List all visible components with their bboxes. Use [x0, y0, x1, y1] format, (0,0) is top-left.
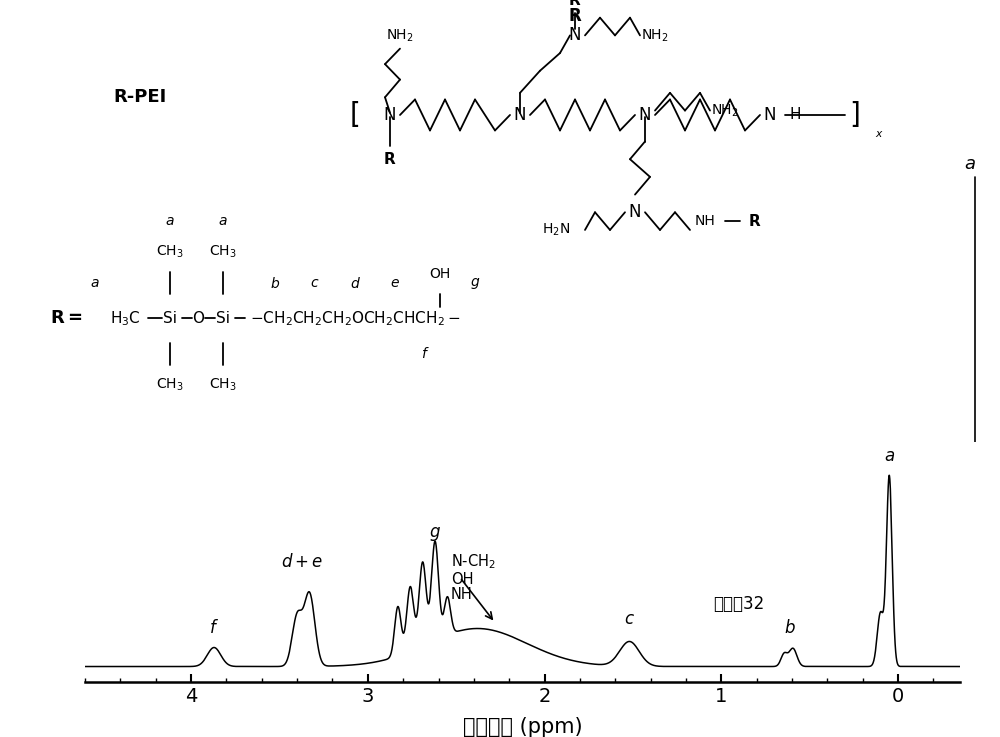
Text: OH: OH	[429, 268, 451, 281]
Text: N: N	[764, 106, 776, 124]
Text: $g$: $g$	[470, 276, 480, 290]
Text: NH$_2$: NH$_2$	[711, 102, 739, 119]
Text: H$_2$N: H$_2$N	[542, 222, 570, 238]
Text: N-CH$_2$: N-CH$_2$	[451, 553, 496, 571]
Text: ]: ]	[850, 101, 860, 129]
X-axis label: 化学位移 (ppm): 化学位移 (ppm)	[463, 716, 582, 737]
Text: N: N	[384, 106, 396, 124]
Text: R-PEI: R-PEI	[113, 88, 167, 106]
Text: $c$: $c$	[310, 276, 320, 290]
Text: N: N	[514, 106, 526, 124]
Text: $d$: $d$	[350, 276, 360, 290]
Text: $d+e$: $d+e$	[281, 553, 324, 571]
Text: Si: Si	[216, 311, 230, 326]
Text: $\mathrm{CH_3}$: $\mathrm{CH_3}$	[156, 244, 184, 260]
Text: $\mathrm{CH_3}$: $\mathrm{CH_3}$	[209, 377, 237, 393]
Text: $g$: $g$	[429, 525, 441, 543]
Text: N: N	[569, 27, 581, 44]
Text: N: N	[629, 203, 641, 221]
Text: OH: OH	[451, 572, 473, 587]
Text: $a$: $a$	[218, 214, 228, 228]
Text: NH: NH	[695, 214, 715, 228]
Text: $\mathbf{R}$: $\mathbf{R}$	[568, 0, 582, 8]
Text: $c$: $c$	[624, 610, 635, 629]
Text: $f$: $f$	[209, 619, 219, 637]
Text: Si: Si	[163, 311, 177, 326]
Text: $\mathrm{H_3C}$: $\mathrm{H_3C}$	[110, 309, 141, 328]
Text: NH: NH	[451, 587, 473, 602]
Text: $b$: $b$	[784, 619, 795, 637]
Text: $a$: $a$	[884, 447, 895, 465]
Text: NH$_2$: NH$_2$	[641, 27, 669, 43]
Text: $\mathbf{R}$: $\mathbf{R}$	[568, 7, 582, 24]
Text: $a$: $a$	[90, 276, 100, 290]
Text: 实施例32: 实施例32	[713, 595, 765, 613]
Text: $b$: $b$	[270, 276, 280, 290]
Text: $\mathbf{R}$: $\mathbf{R}$	[748, 213, 762, 229]
Text: $\mathrm{CH_3}$: $\mathrm{CH_3}$	[209, 244, 237, 260]
Text: $a$: $a$	[165, 214, 175, 228]
Text: H: H	[789, 108, 801, 122]
Text: $\mathbf{R}$: $\mathbf{R}$	[383, 151, 397, 167]
Text: O: O	[192, 311, 204, 326]
Text: NH$_2$: NH$_2$	[386, 27, 414, 43]
Text: N: N	[639, 106, 651, 124]
Text: $_x$: $_x$	[875, 125, 884, 140]
Text: $-\mathrm{CH_2CH_2CH_2OCH_2CHCH_2}-$: $-\mathrm{CH_2CH_2CH_2OCH_2CHCH_2}-$	[250, 309, 461, 328]
Text: $e$: $e$	[390, 276, 400, 290]
Text: $\mathrm{CH_3}$: $\mathrm{CH_3}$	[156, 377, 184, 393]
Text: [: [	[350, 101, 360, 129]
Text: $f$: $f$	[421, 346, 429, 361]
Text: $a$: $a$	[964, 155, 976, 172]
Text: $\mathbf{R=}$: $\mathbf{R=}$	[50, 310, 82, 327]
